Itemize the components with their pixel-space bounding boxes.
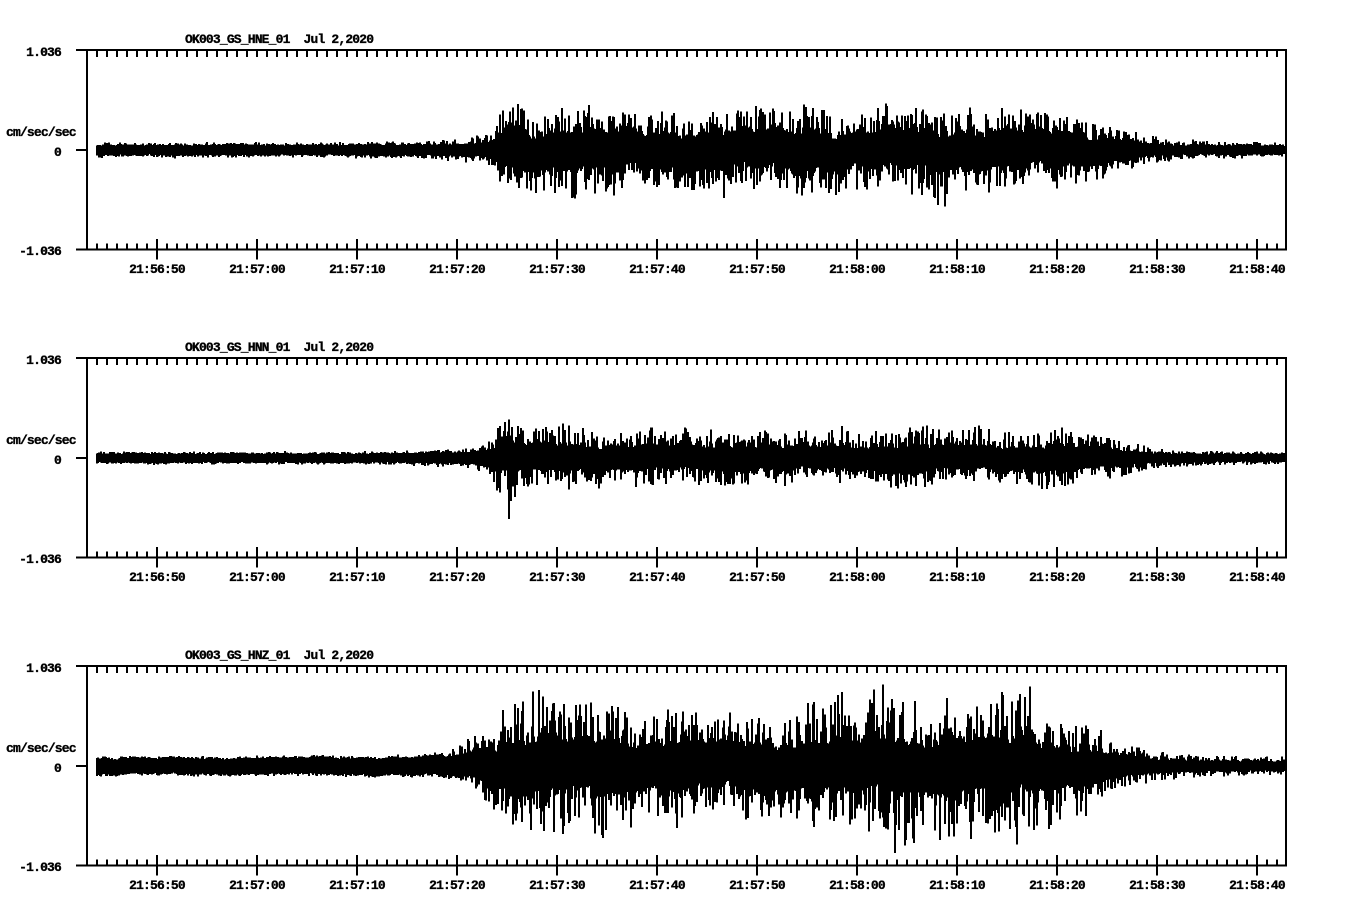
x-tick-label-hne-4: 21:57:30 [529,262,586,277]
x-tick-label-hnn-10: 21:58:30 [1129,570,1186,585]
x-tick-label-hnn-0: 21:56:50 [129,570,186,585]
y-tick-label-zero-hne: 0 [54,144,62,160]
x-tick-label-hnn-1: 21:57:00 [229,570,286,585]
x-tick-label-hnz-11: 21:58:40 [1229,878,1286,893]
x-tick-label-hnz-5: 21:57:40 [629,878,686,893]
x-tick-label-hnz-1: 21:57:00 [229,878,286,893]
x-tick-label-hnz-7: 21:58:00 [829,878,886,893]
x-tick-label-hnn-5: 21:57:40 [629,570,686,585]
x-tick-label-hne-0: 21:56:50 [129,262,186,277]
x-tick-label-hne-8: 21:58:10 [929,262,986,277]
x-tick-label-hnz-8: 21:58:10 [929,878,986,893]
y-tick-label-max-hnz: 1.036 [26,660,62,676]
y-tick-label-min-hnn: -1.036 [19,552,62,567]
x-tick-label-hnz-9: 21:58:20 [1029,878,1086,893]
axes-frame-hne [76,49,1287,260]
x-tick-label-hne-10: 21:58:30 [1129,262,1186,277]
x-tick-label-hnn-3: 21:57:20 [429,570,486,585]
x-tick-label-hnz-0: 21:56:50 [129,878,186,893]
x-tick-label-hnz-6: 21:57:50 [729,878,786,893]
y-axis-unit-hnn: cm/sec/sec [6,432,77,448]
x-tick-label-hnz-10: 21:58:30 [1129,878,1186,893]
x-tick-label-hnn-7: 21:58:00 [829,570,886,585]
y-tick-label-max-hne: 1.036 [26,44,62,60]
panel-title-hnz: OK003_GS_HNZ_01 Jul 2,2020 [185,648,374,663]
x-tick-label-hne-3: 21:57:20 [429,262,486,277]
x-tick-label-hne-2: 21:57:10 [329,262,386,277]
y-tick-label-zero-hnn: 0 [54,452,62,468]
x-tick-label-hnn-6: 21:57:50 [729,570,786,585]
panel-hne [76,49,1287,260]
x-tick-label-hne-11: 21:58:40 [1229,262,1286,277]
waveform-trace-hnn [96,419,1286,519]
x-tick-label-hne-1: 21:57:00 [229,262,286,277]
waveform-trace-hnz [96,684,1286,854]
x-tick-label-hnn-9: 21:58:20 [1029,570,1086,585]
x-tick-label-hne-5: 21:57:40 [629,262,686,277]
axes-frame-hnz [76,665,1287,876]
x-tick-label-hnz-3: 21:57:20 [429,878,486,893]
x-tick-label-hne-6: 21:57:50 [729,262,786,277]
y-axis-unit-hnz: cm/sec/sec [6,740,77,756]
x-tick-label-hne-7: 21:58:00 [829,262,886,277]
panel-title-hnn: OK003_GS_HNN_01 Jul 2,2020 [185,340,374,355]
waveform-trace-hne [96,103,1286,207]
y-tick-label-zero-hnz: 0 [54,760,62,776]
x-tick-label-hnn-2: 21:57:10 [329,570,386,585]
panel-title-hne: OK003_GS_HNE_01 Jul 2,2020 [185,32,374,47]
axes-frame-hnn [76,357,1287,568]
x-tick-label-hnn-4: 21:57:30 [529,570,586,585]
panel-hnn [76,357,1287,568]
panel-hnz [76,665,1287,876]
x-tick-label-hnz-4: 21:57:30 [529,878,586,893]
y-axis-unit-hne: cm/sec/sec [6,124,77,140]
y-tick-label-min-hne: -1.036 [19,244,62,259]
x-tick-label-hnn-8: 21:58:10 [929,570,986,585]
x-tick-label-hnn-11: 21:58:40 [1229,570,1286,585]
x-tick-label-hne-9: 21:58:20 [1029,262,1086,277]
y-tick-label-max-hnn: 1.036 [26,352,62,368]
y-tick-label-min-hnz: -1.036 [19,860,62,875]
x-tick-label-hnz-2: 21:57:10 [329,878,386,893]
